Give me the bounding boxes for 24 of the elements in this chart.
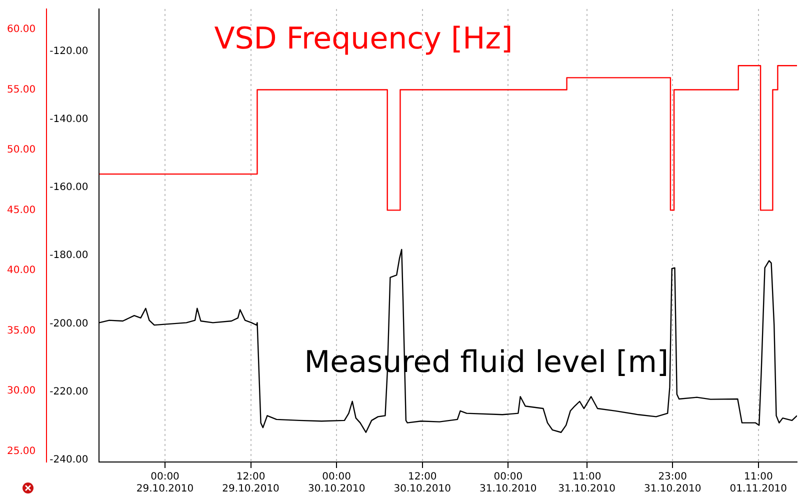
y-tick-label: 45.00	[6, 204, 36, 216]
y-tick-label: 25.00	[6, 446, 36, 457]
y2-tick-label: -160.00	[50, 182, 88, 194]
y2-tick-label: -220.00	[50, 386, 88, 398]
x-tick-label: 11:00 31.10.2010	[558, 472, 616, 495]
y-tick-label: 35.00	[6, 325, 36, 336]
y2-tick-label: -180.00	[50, 250, 88, 262]
y-tick-label: 55.00	[6, 84, 36, 96]
y2-tick-label: -120.00	[50, 46, 88, 57]
y-tick-label: 60.00	[6, 24, 36, 36]
y-tick-label: 50.00	[6, 144, 36, 156]
y-tick-label: 40.00	[6, 265, 36, 276]
y2-tick-label: -200.00	[50, 318, 88, 330]
x-tick-label: 00:00 31.10.2010	[480, 472, 537, 495]
x-tick-label: 00:00 30.10.2010	[308, 472, 366, 495]
y2-tick-label: -140.00	[50, 114, 88, 125]
x-tick-label: 00:00 29.10.2010	[136, 472, 194, 495]
y2-tick-label: -240.00	[50, 454, 88, 466]
x-tick-label: 23:00 31.10.2010	[644, 472, 702, 495]
x-tick-label: 11:00 01.11.2010	[730, 472, 788, 495]
x-tick-label: 12:00 30.10.2010	[394, 472, 452, 495]
series-label: VSD Frequency [Hz]	[214, 21, 513, 56]
y-tick-label: 30.00	[6, 386, 36, 397]
x-tick-label: 12:00 29.10.2010	[222, 472, 280, 495]
